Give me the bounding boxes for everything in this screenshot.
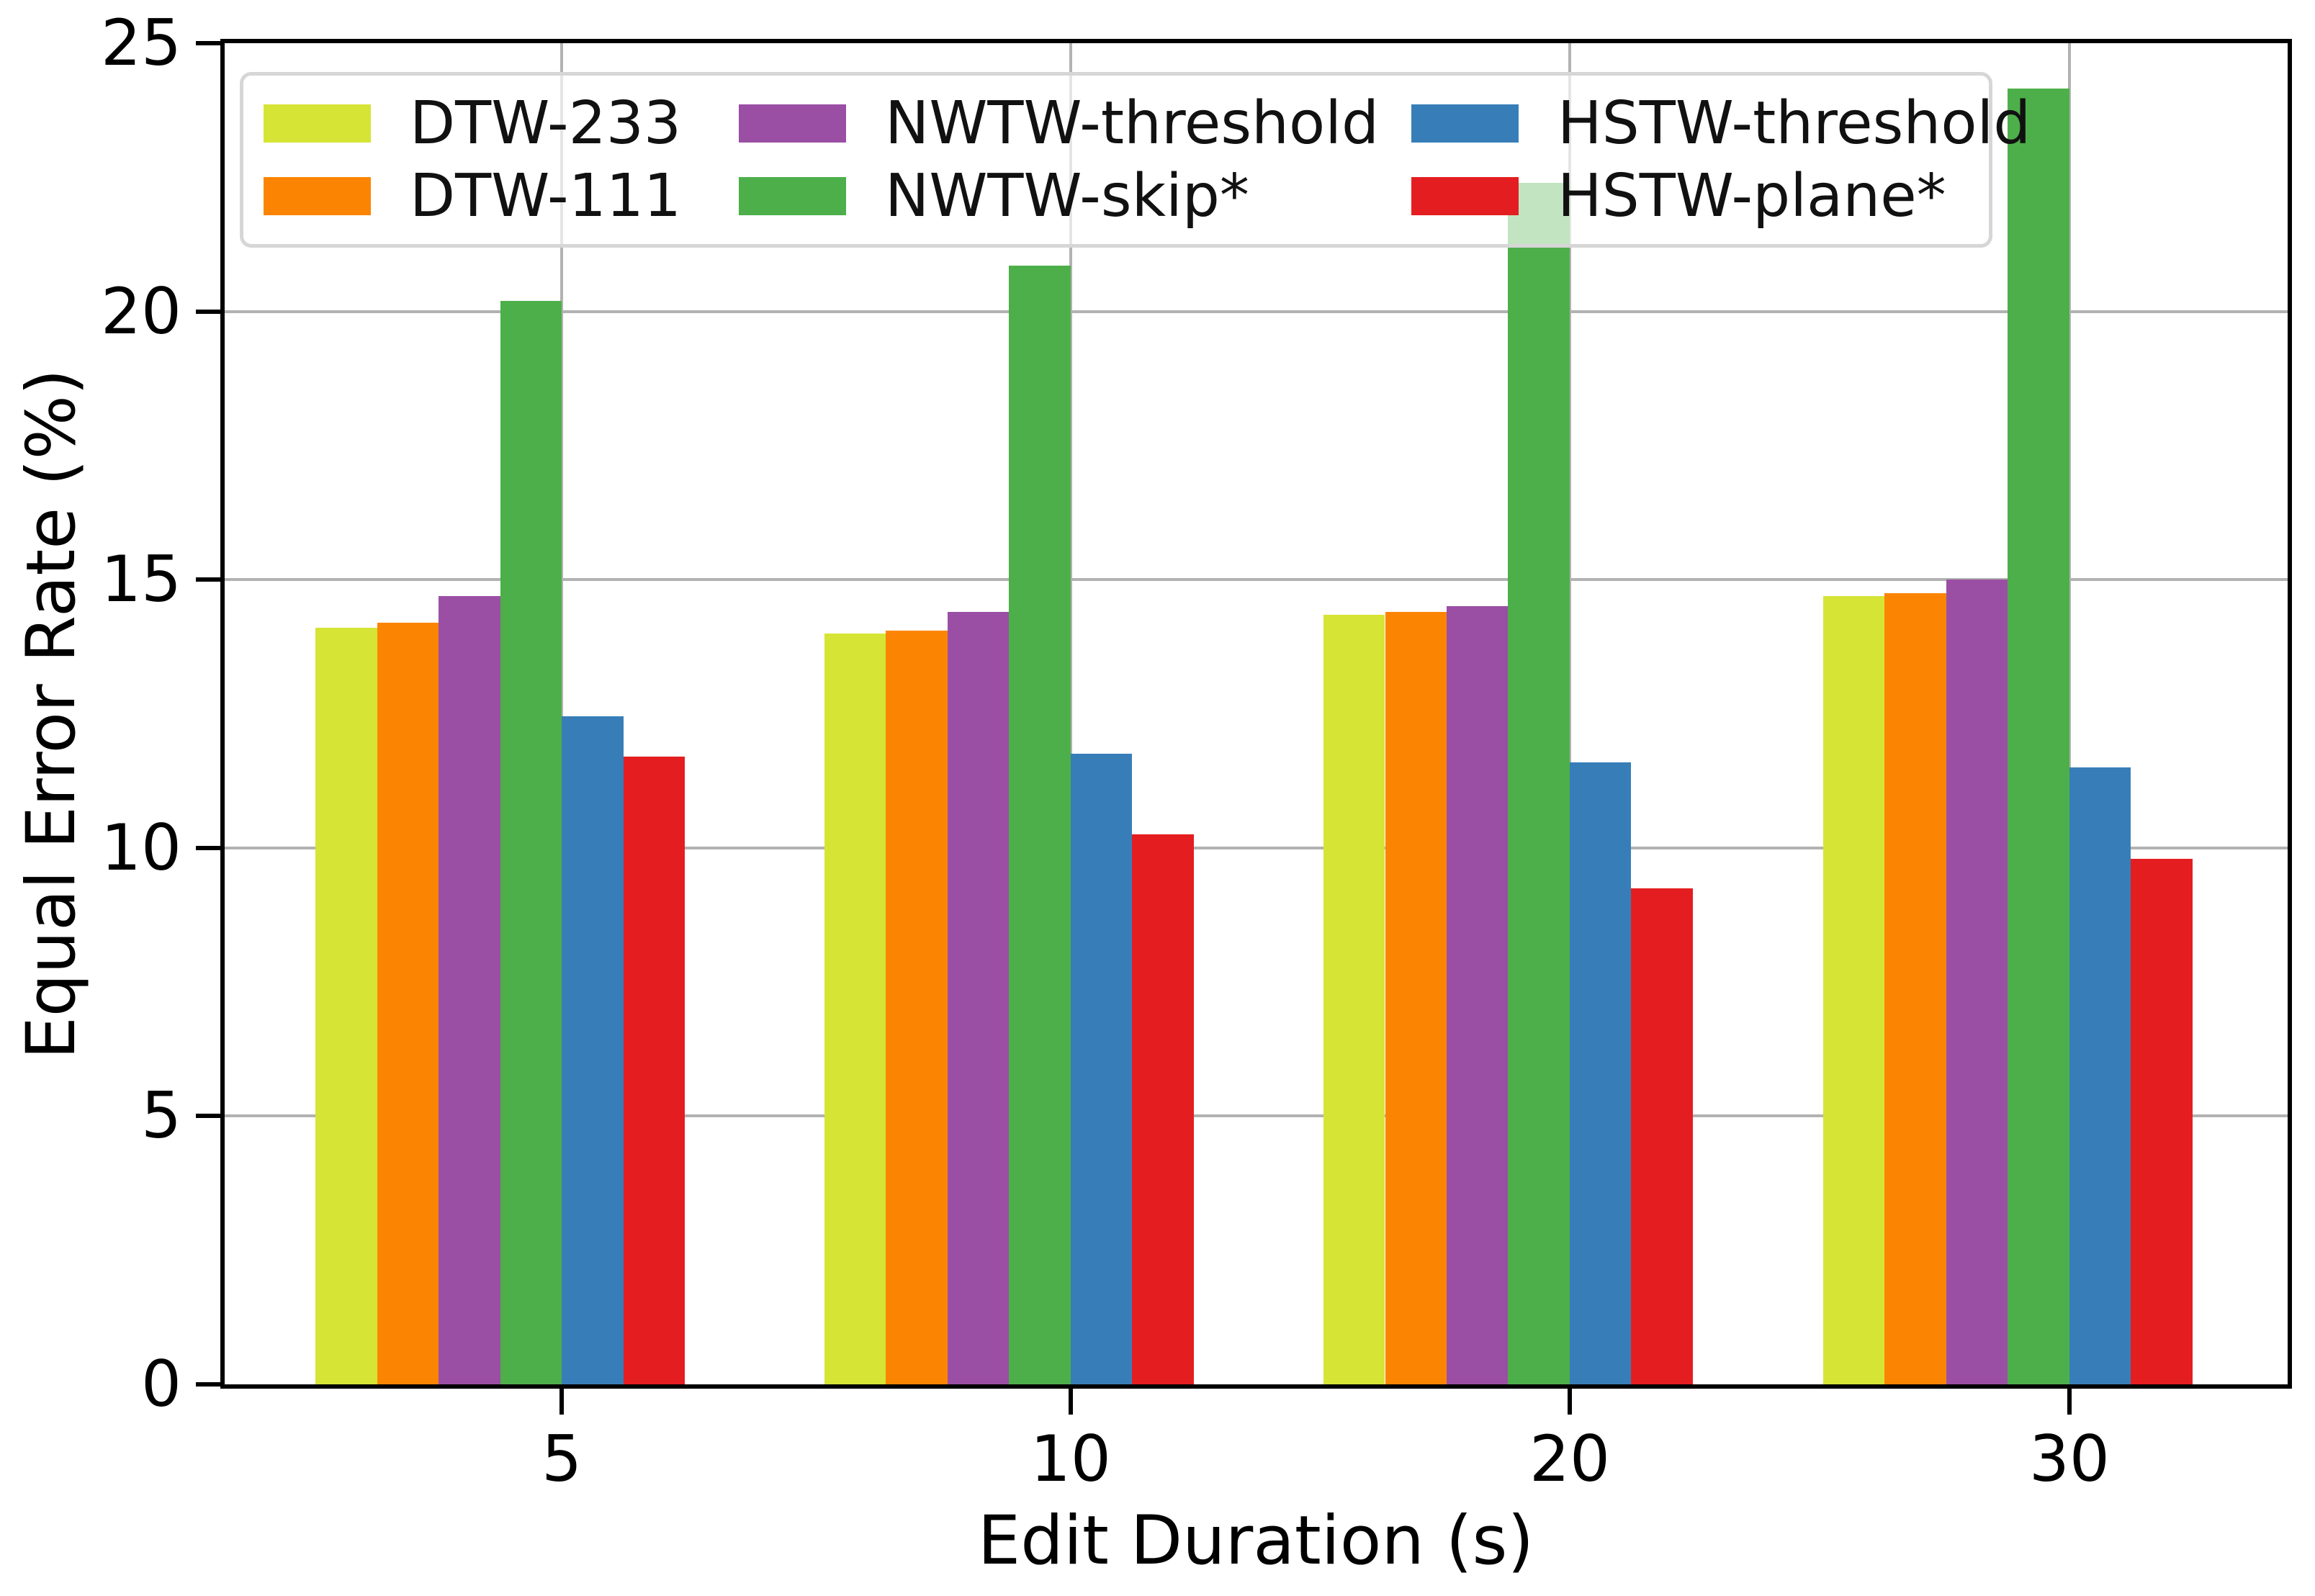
legend-label: DTW-111 (410, 162, 682, 230)
legend-label: NWTW-skip* (885, 162, 1249, 230)
plot-area (220, 39, 2292, 1389)
bar-HSTW-threshold-30 (2069, 767, 2131, 1384)
legend-item: HSTW-threshold (1411, 87, 2031, 160)
bar-HSTW-threshold-20 (1569, 762, 1632, 1384)
bar-NWTW-skip*-20 (1508, 182, 1570, 1384)
y-tick-label: 20 (101, 274, 181, 348)
y-tick-mark (196, 577, 220, 582)
y-tick-mark (196, 1382, 220, 1387)
h-gridline (225, 846, 2288, 849)
v-gridline (1568, 43, 1571, 1384)
x-tick-mark (2067, 1387, 2072, 1415)
x-tick-mark (1567, 1387, 1572, 1415)
x-tick-mark (559, 1387, 565, 1415)
legend-item: HSTW-plane* (1411, 160, 2031, 233)
h-gridline (225, 1114, 2288, 1118)
bar-HSTW-plane*-5 (623, 757, 685, 1384)
bar-DTW-111-20 (1385, 611, 1447, 1384)
bar-NWTW-skip*-10 (1009, 266, 1071, 1384)
bar-HSTW-plane*-30 (2131, 858, 2193, 1384)
x-tick-label: 30 (2028, 1422, 2110, 1496)
h-gridline (225, 578, 2288, 582)
y-tick-mark (196, 1114, 220, 1119)
legend: DTW-233 DTW-111 NWTW-threshold NWTW-skip… (240, 72, 2031, 248)
legend-item: DTW-111 (264, 160, 739, 233)
bar-DTW-111-30 (1884, 592, 1946, 1384)
y-tick-mark (196, 41, 220, 45)
bar-HSTW-plane*-10 (1132, 834, 1194, 1384)
legend-label: HSTW-plane* (1557, 162, 1946, 230)
plot-inner (225, 43, 2288, 1384)
x-tick-label: 20 (1529, 1422, 1610, 1496)
bar-DTW-233-30 (1822, 595, 1885, 1384)
bar-HSTW-threshold-5 (562, 716, 624, 1384)
y-tick-label: 15 (101, 542, 181, 617)
legend-item: NWTW-threshold (739, 87, 1411, 160)
v-gridline (560, 43, 564, 1384)
legend-swatch (1411, 177, 1519, 215)
legend-label: DTW-233 (410, 89, 682, 158)
bar-NWTW-threshold-20 (1446, 606, 1509, 1384)
v-gridline (1069, 43, 1072, 1384)
bar-NWTW-threshold-10 (947, 611, 1010, 1384)
bar-DTW-111-5 (377, 622, 439, 1384)
x-tick-label: 10 (1030, 1422, 1111, 1496)
bar-DTW-233-10 (824, 633, 886, 1384)
legend-label: NWTW-threshold (885, 89, 1380, 158)
v-gridline (2067, 43, 2071, 1384)
x-tick-label: 5 (541, 1422, 583, 1496)
bar-NWTW-threshold-30 (1946, 580, 2008, 1384)
x-tick-mark (1068, 1387, 1073, 1415)
bar-DTW-111-10 (886, 631, 948, 1384)
h-gridline (225, 310, 2288, 313)
legend-swatch (739, 177, 846, 215)
y-tick-label: 10 (101, 810, 181, 885)
y-tick-label: 25 (101, 6, 181, 80)
y-tick-label: 5 (141, 1078, 181, 1153)
bar-HSTW-plane*-20 (1631, 888, 1693, 1384)
legend-item: NWTW-skip* (739, 160, 1411, 233)
bar-DTW-233-20 (1323, 614, 1385, 1384)
bar-HSTW-threshold-10 (1070, 754, 1133, 1384)
legend-swatch (1411, 104, 1519, 143)
legend-swatch (739, 104, 846, 143)
bar-DTW-233-5 (315, 628, 377, 1384)
bar-NWTW-skip*-5 (500, 300, 562, 1384)
y-axis-label: Equal Error Rate (%) (12, 369, 91, 1060)
legend-item: DTW-233 (264, 87, 739, 160)
bar-NWTW-skip*-30 (2008, 89, 2069, 1384)
legend-label: HSTW-threshold (1557, 89, 2031, 158)
y-tick-label: 0 (141, 1347, 181, 1421)
y-tick-mark (196, 309, 220, 314)
legend-swatch (264, 177, 371, 215)
x-axis-label: Edit Duration (s) (977, 1502, 1534, 1580)
legend-swatch (264, 104, 371, 143)
y-tick-mark (196, 845, 220, 850)
bar-NWTW-threshold-5 (439, 595, 500, 1384)
